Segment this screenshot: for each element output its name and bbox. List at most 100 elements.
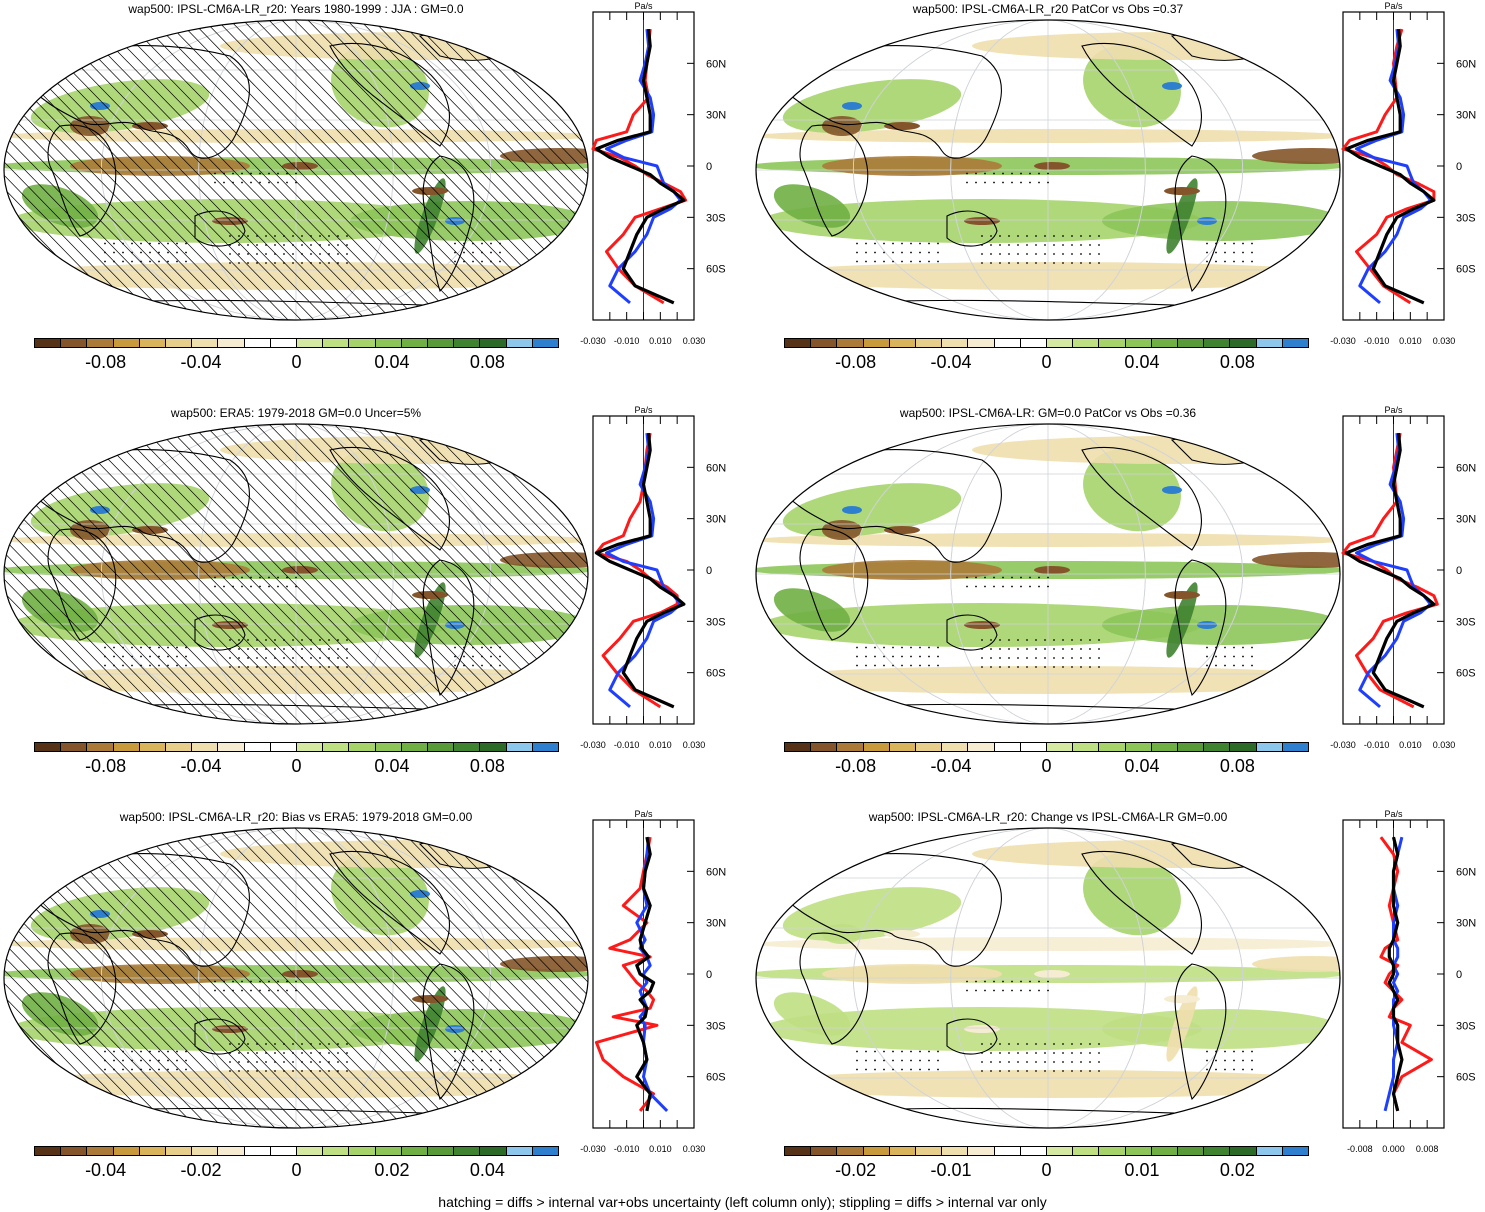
colorbar-swatch	[113, 743, 140, 751]
graticule	[4, 20, 588, 320]
colorbar	[34, 338, 559, 348]
field-extreme	[132, 122, 168, 130]
field-patch	[756, 533, 1340, 547]
field-patch	[1252, 956, 1340, 972]
y-tick-label: 30N	[1456, 514, 1476, 526]
colorbar-label: -0.04	[180, 352, 222, 372]
colorbar-swatch	[323, 1147, 350, 1155]
x-tick-label: -0.030	[580, 740, 606, 750]
colorbar-swatch	[785, 1147, 812, 1155]
colorbar-swatch	[506, 743, 533, 751]
zonal-profile: Pa/s -0.030 -0.010 0.010 0.030 60N 30N 0 30S 60S	[1330, 405, 1476, 750]
map-plot	[3, 423, 589, 725]
x-tick-label: -0.010	[614, 740, 640, 750]
profile-units: Pa/s	[634, 809, 653, 819]
y-tick-label: 0	[1456, 969, 1462, 981]
colorbar-swatch	[837, 1147, 864, 1155]
panel-title: wap500: IPSL-CM6A-LR_r20: Change vs IPSL…	[868, 810, 1228, 824]
field-extreme	[410, 486, 430, 494]
colorbar-swatch	[1282, 339, 1309, 347]
x-tick-label: 0.010	[1399, 336, 1422, 346]
coastline	[1174, 155, 1227, 293]
y-tick-label: 30S	[706, 616, 726, 628]
colorbar-label: 0	[291, 352, 302, 372]
coastline	[194, 1018, 246, 1055]
colorbar-swatch	[454, 1147, 481, 1155]
coastline	[799, 932, 869, 1045]
colorbar-swatch	[968, 339, 995, 347]
field-patch	[756, 937, 1340, 951]
coastline	[799, 528, 869, 641]
colorbar-swatch	[35, 1147, 62, 1155]
x-tick-label: -0.010	[614, 336, 640, 346]
colorbar-label: 0.08	[1219, 352, 1255, 372]
colorbar-swatch	[480, 1147, 507, 1155]
profile-line-model	[594, 432, 679, 709]
colorbar-swatch	[532, 743, 559, 751]
colorbar-swatch	[218, 1147, 245, 1155]
stippling	[856, 172, 1253, 264]
y-tick-label: 0	[1456, 161, 1462, 173]
x-tick-label: 0.010	[649, 336, 672, 346]
y-tick-label: 30N	[1456, 918, 1476, 930]
stippling	[104, 576, 501, 668]
colorbar-swatch	[1230, 1147, 1257, 1155]
colorbar-swatch	[349, 339, 376, 347]
colorbar-swatch	[1020, 339, 1048, 347]
colorbar-label: -0.08	[85, 352, 127, 372]
field-extreme	[884, 526, 920, 534]
zonal-profile: Pa/s -0.030 -0.010 0.010 0.030 60N 30N 0 30S 60S	[1330, 1, 1476, 346]
colorbar-swatch	[1256, 743, 1283, 751]
colorbar-swatch	[1047, 1147, 1074, 1155]
colorbar-swatch	[349, 1147, 376, 1155]
colorbar-swatch	[323, 339, 350, 347]
colorbar-swatch	[139, 743, 167, 751]
field-extreme	[410, 82, 430, 90]
graticule	[756, 20, 1340, 320]
y-tick-label: 30S	[1456, 1020, 1476, 1032]
colorbar-swatch	[1178, 743, 1205, 751]
y-tick-label: 60N	[706, 462, 726, 474]
colorbar-swatch	[942, 1147, 969, 1155]
profile-line-model	[594, 836, 659, 1112]
x-tick-label: 0.030	[1433, 336, 1456, 346]
colorbar-swatch	[1020, 743, 1048, 751]
colorbar-swatch	[1073, 1147, 1100, 1155]
colorbar-swatch	[1125, 1147, 1152, 1155]
coastline	[422, 155, 475, 293]
colorbar-swatch	[994, 1147, 1021, 1155]
y-tick-label: 60S	[1456, 264, 1476, 276]
colorbar-swatch	[218, 339, 245, 347]
profile-line-model	[1341, 432, 1439, 709]
field-patch	[350, 1009, 588, 1049]
colorbar-swatch	[1230, 339, 1257, 347]
y-tick-label: 60N	[706, 866, 726, 878]
colorbar-swatch	[1073, 339, 1100, 347]
y-tick-label: 60N	[1456, 58, 1476, 70]
colorbar	[34, 1146, 559, 1156]
colorbar-swatch	[942, 743, 969, 751]
field-extreme	[282, 970, 318, 978]
y-tick-label: 60S	[706, 264, 726, 276]
x-tick-label: -0.030	[580, 336, 606, 346]
field-extreme	[842, 102, 862, 110]
field-patch	[70, 964, 250, 984]
graticule	[4, 424, 588, 724]
colorbar-swatch	[863, 743, 890, 751]
x-tick-label: -0.010	[614, 1144, 640, 1154]
colorbar-swatch	[1099, 1147, 1126, 1155]
colorbar-swatch	[166, 743, 193, 751]
field-extreme	[884, 930, 920, 938]
x-tick-label: -0.010	[1364, 740, 1390, 750]
coastline	[329, 446, 451, 551]
x-tick-label: -0.010	[1364, 336, 1390, 346]
colorbar-swatch	[113, 339, 140, 347]
field-patch	[1166, 178, 1198, 254]
coastline	[422, 559, 475, 697]
profile-units: Pa/s	[1384, 809, 1403, 819]
colorbar-swatch	[994, 339, 1021, 347]
colorbar-swatch	[1151, 743, 1179, 751]
colorbar-swatch	[61, 743, 88, 751]
field-extreme	[1197, 621, 1217, 629]
y-tick-label: 60S	[706, 668, 726, 680]
